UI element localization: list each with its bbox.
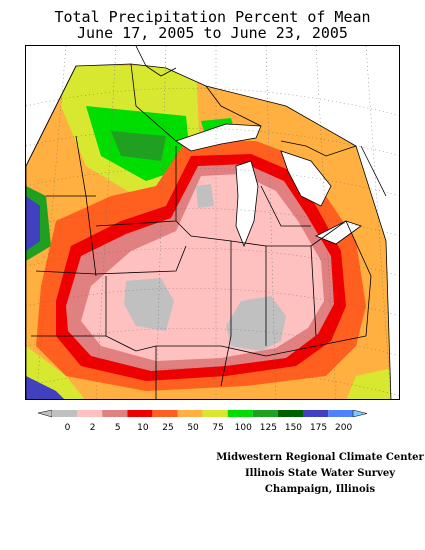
legend-label: 10	[137, 423, 149, 433]
lake-erie	[315, 220, 362, 245]
legend-label: 150	[285, 423, 302, 433]
credit-location: Champaign, Illinois	[264, 484, 376, 495]
map-title-line-1: Total Precipitation Percent of Mean	[54, 8, 371, 26]
legend-box	[303, 410, 329, 417]
border-il	[190, 235, 232, 387]
legend-box	[227, 410, 253, 417]
legend-right-arrow	[352, 409, 368, 418]
lake-huron	[280, 150, 332, 207]
legend-box	[202, 410, 228, 417]
legend-box	[252, 410, 278, 417]
border-ky-tn	[156, 335, 367, 357]
legend-box	[77, 410, 103, 417]
legend-label: 175	[310, 423, 327, 433]
credit-survey: Illinois State Water Survey	[244, 468, 396, 479]
band-175-southwest	[26, 376, 66, 399]
border-mn-wi	[175, 146, 192, 237]
legend-label: 100	[235, 423, 252, 433]
canada-coastline	[135, 46, 387, 197]
border-ia-mo	[95, 245, 187, 275]
legend-label: 25	[162, 423, 173, 433]
legend-scale: 0 2 5 10 25 50 75 100 125 150 175 200	[37, 409, 368, 433]
border-mn-canada	[130, 63, 177, 142]
band-175-west	[26, 196, 40, 251]
great-lakes	[175, 123, 362, 248]
legend-box	[152, 410, 178, 417]
legend-box	[277, 410, 303, 417]
map-title-line-2: June 17, 2005 to June 23, 2005	[77, 24, 348, 42]
map-canvas	[26, 46, 399, 399]
legend-box	[328, 410, 354, 417]
legend-label: 2	[90, 423, 96, 433]
border-ks-ok	[31, 335, 157, 352]
legend-label: 75	[212, 423, 223, 433]
precipitation-map	[25, 45, 400, 400]
legend-label: 125	[260, 423, 277, 433]
legend-box	[102, 410, 128, 417]
border-sd-ne	[35, 270, 97, 275]
band-125-northwest	[111, 131, 166, 161]
band-75-southeast	[346, 366, 391, 399]
legend-color-boxes	[52, 410, 354, 417]
legend-label: 50	[187, 423, 199, 433]
band-0-south	[226, 296, 286, 351]
lake-superior	[175, 123, 262, 152]
legend-tick-labels: 0 2 5 10 25 50 75 100 125 150 175 200	[65, 423, 353, 433]
legend-left-arrow	[37, 409, 53, 418]
legend-box	[52, 410, 78, 417]
lake-michigan	[235, 160, 259, 248]
border-mi	[260, 185, 311, 227]
legend-box	[127, 410, 153, 417]
border-oh-pa-wv	[310, 220, 372, 337]
legend-box	[177, 410, 203, 417]
band-0-west	[124, 278, 174, 331]
legend-label: 200	[335, 423, 352, 433]
legend-label: 0	[65, 423, 71, 433]
band-0-north	[196, 184, 214, 208]
color-legend: 0 2 5 10 25 50 75 100 125 150 175 200	[37, 409, 383, 440]
border-mn-ia	[95, 220, 177, 227]
lat-lon-grid	[26, 46, 399, 399]
credit-organization: Midwestern Regional Climate Center	[216, 452, 424, 463]
legend-label: 5	[115, 423, 121, 433]
